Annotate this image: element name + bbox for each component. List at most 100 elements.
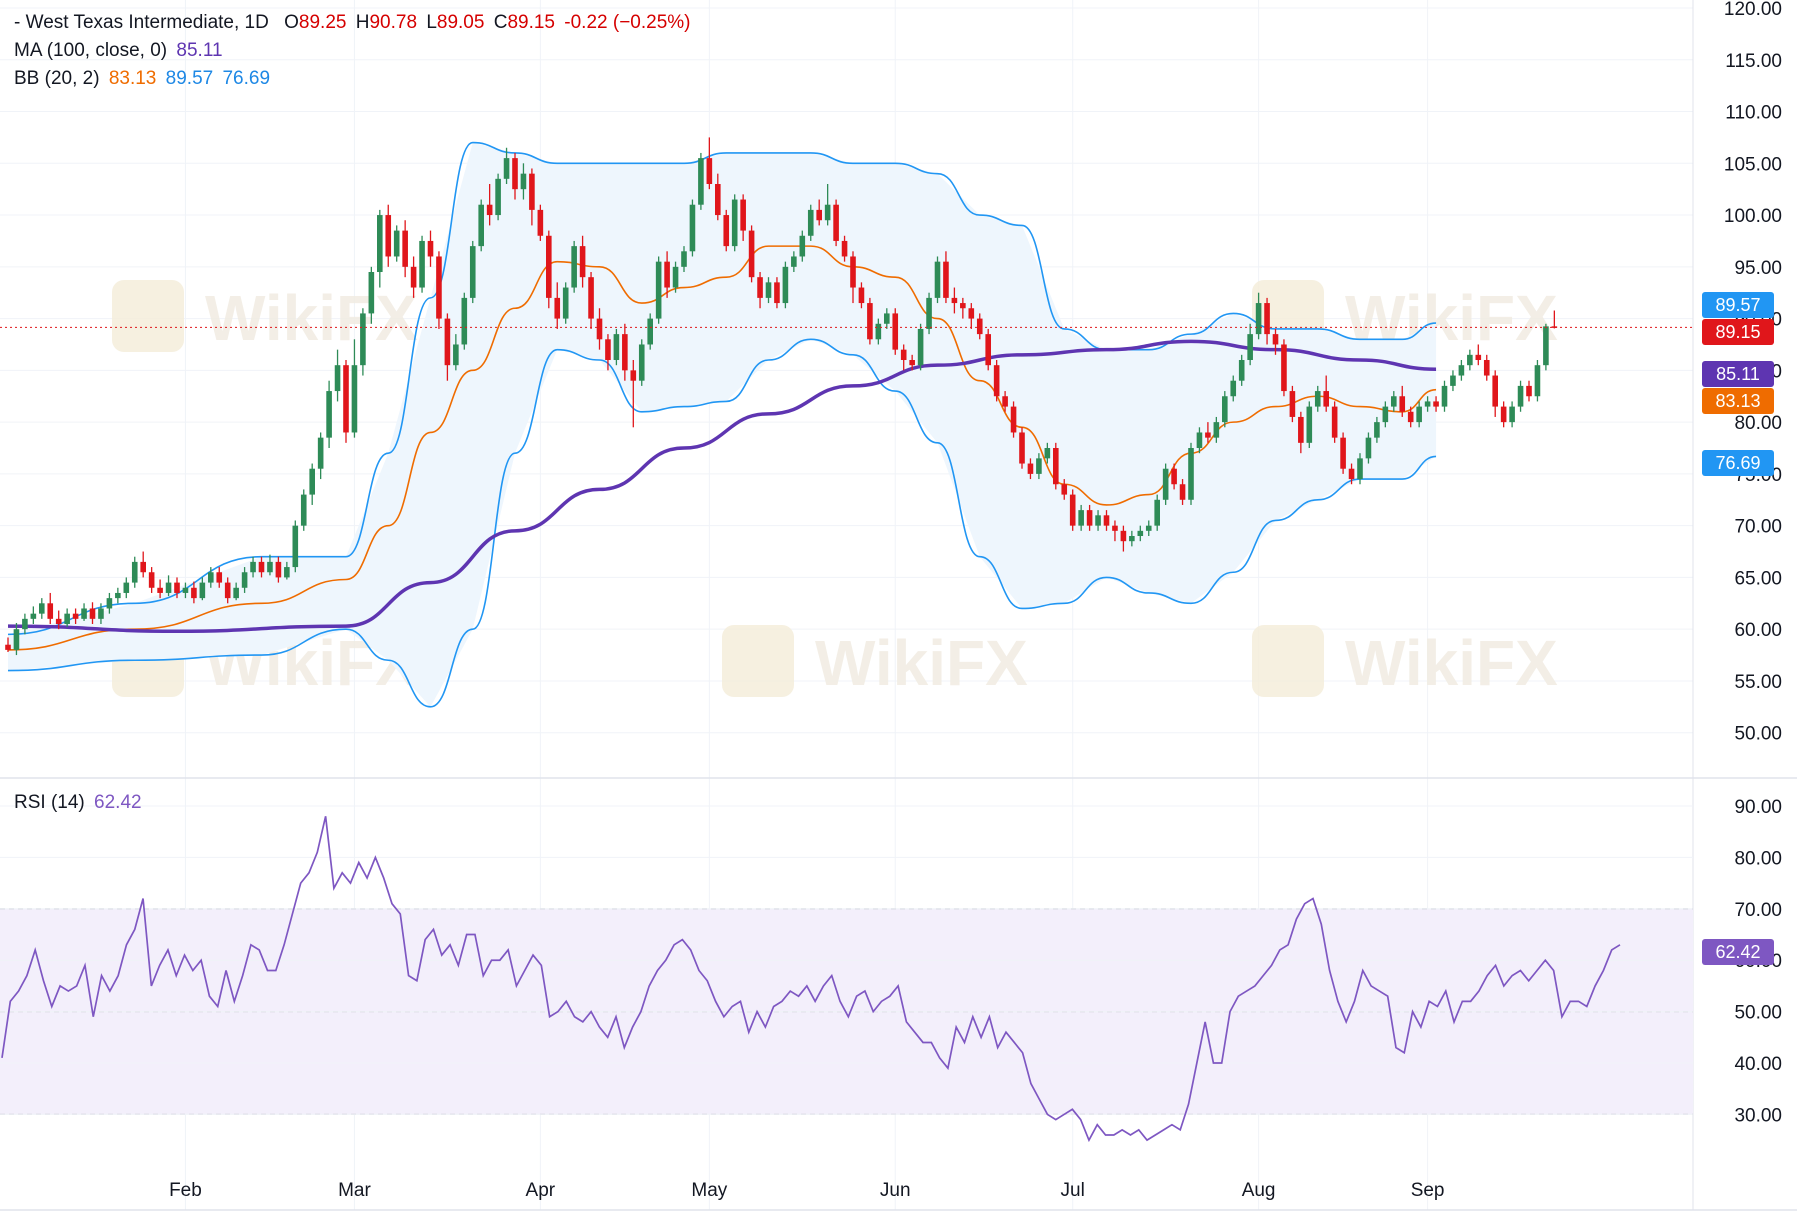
candle-body: [1407, 411, 1414, 423]
bb-legend: BB (20, 2) 83.13 89.57 76.69: [14, 68, 274, 90]
candle-body: [681, 251, 687, 267]
candle-body: [1424, 401, 1431, 407]
rsi-axis-tick-label: 40.00: [1734, 1054, 1782, 1075]
rsi-legend: RSI (14) 62.42: [14, 792, 146, 814]
candle-body: [875, 323, 882, 340]
candle-body: [453, 344, 459, 366]
candle-body: [1475, 354, 1482, 361]
candle-body: [1492, 375, 1498, 407]
open-value: O89.25: [284, 12, 347, 33]
candle-body: [1264, 303, 1270, 335]
watermark-logo: [1252, 625, 1324, 697]
candle-body: [1509, 406, 1515, 423]
candle-body: [892, 313, 899, 350]
candle-body: [1078, 510, 1084, 526]
candle-body: [1230, 380, 1237, 397]
candle-body: [419, 240, 425, 288]
candle-body: [1137, 530, 1144, 537]
ma-legend: MA (100, close, 0) 85.11: [14, 40, 227, 62]
price-axis-tick-label: 100.00: [1724, 206, 1782, 227]
price-axis-tick-label: 50.00: [1734, 724, 1782, 745]
candle-body: [30, 613, 37, 619]
price-axis-tick-label: 80.00: [1734, 413, 1782, 434]
candle-body: [850, 256, 856, 288]
price-axis-tick-label: 95.00: [1734, 258, 1782, 279]
candle-body: [1095, 515, 1101, 526]
candle-body: [216, 572, 223, 583]
candle-body: [385, 215, 392, 257]
candle-body: [1238, 360, 1245, 381]
candle-body: [1534, 365, 1541, 397]
price-axis-tick-label: 65.00: [1734, 568, 1782, 589]
candle-body: [1222, 396, 1228, 423]
candle-body: [1441, 385, 1448, 407]
candle-body: [22, 618, 28, 630]
ma-value: 85.11: [176, 40, 223, 61]
candle-body: [360, 313, 366, 366]
candle-body: [1289, 391, 1296, 417]
watermark-logo: [722, 625, 794, 697]
candle-body: [900, 349, 907, 361]
price-axis-tick-label: 70.00: [1734, 517, 1782, 538]
low-value: L89.05: [426, 12, 485, 33]
candle-body: [1416, 406, 1422, 423]
candle-body: [1374, 422, 1380, 438]
rsi-line: [1, 816, 1621, 1143]
candle-body: [326, 391, 332, 438]
candle-body: [1483, 360, 1490, 376]
candle-body: [1543, 326, 1549, 366]
candle-body: [1069, 494, 1076, 526]
candle-body: [529, 173, 535, 210]
candle-body: [72, 613, 79, 619]
watermark-text: WikiFX: [815, 627, 1028, 699]
candle-body: [224, 582, 231, 599]
candle-body: [1044, 448, 1051, 459]
candle-body: [757, 277, 763, 298]
candle-body: [165, 582, 172, 593]
candle-body: [1196, 432, 1203, 449]
time-axis-label: Feb: [169, 1180, 202, 1201]
candle-body: [241, 572, 248, 588]
candle-body: [191, 587, 197, 599]
rsi-tag-label: 62.42: [1715, 942, 1760, 962]
candle-body: [985, 334, 991, 366]
candle-body: [960, 303, 966, 309]
candle-body: [334, 365, 341, 392]
candle-body: [867, 303, 873, 340]
candle-body: [1391, 396, 1397, 407]
rsi-axis-tick-label: 80.00: [1734, 848, 1782, 869]
candle-body: [554, 297, 561, 319]
candle-body: [1348, 468, 1355, 480]
candle-body: [1458, 365, 1465, 376]
candle-body: [807, 209, 814, 236]
candle-body: [1086, 510, 1093, 526]
price-tag-label: 83.13: [1715, 391, 1760, 411]
candle-body: [774, 282, 780, 304]
candle-body: [182, 587, 189, 593]
bb-basis-line: [7, 245, 1437, 651]
candle-body: [1010, 406, 1017, 433]
price-tag-label: 89.15: [1715, 322, 1760, 342]
candle-body: [13, 629, 20, 650]
price-tag-label: 89.57: [1715, 295, 1760, 315]
candle-body: [1027, 463, 1034, 474]
candle-body: [562, 287, 569, 319]
candle-body: [1154, 499, 1160, 526]
candle-body: [689, 204, 696, 252]
candle-body: [1213, 422, 1220, 438]
candle-body: [1298, 416, 1304, 443]
candle-body: [1120, 530, 1127, 542]
candle-body: [503, 158, 510, 179]
candle-body: [1272, 334, 1279, 345]
candle-body: [436, 256, 442, 319]
candle-body: [706, 158, 713, 185]
symbol-title: - West Texas Intermediate, 1D: [14, 12, 269, 33]
candle-body: [951, 297, 958, 304]
candle-body: [537, 209, 544, 236]
candle-body: [368, 272, 375, 314]
candle-body: [267, 561, 273, 573]
candle-body: [275, 561, 282, 578]
candle-body: [1382, 406, 1389, 423]
